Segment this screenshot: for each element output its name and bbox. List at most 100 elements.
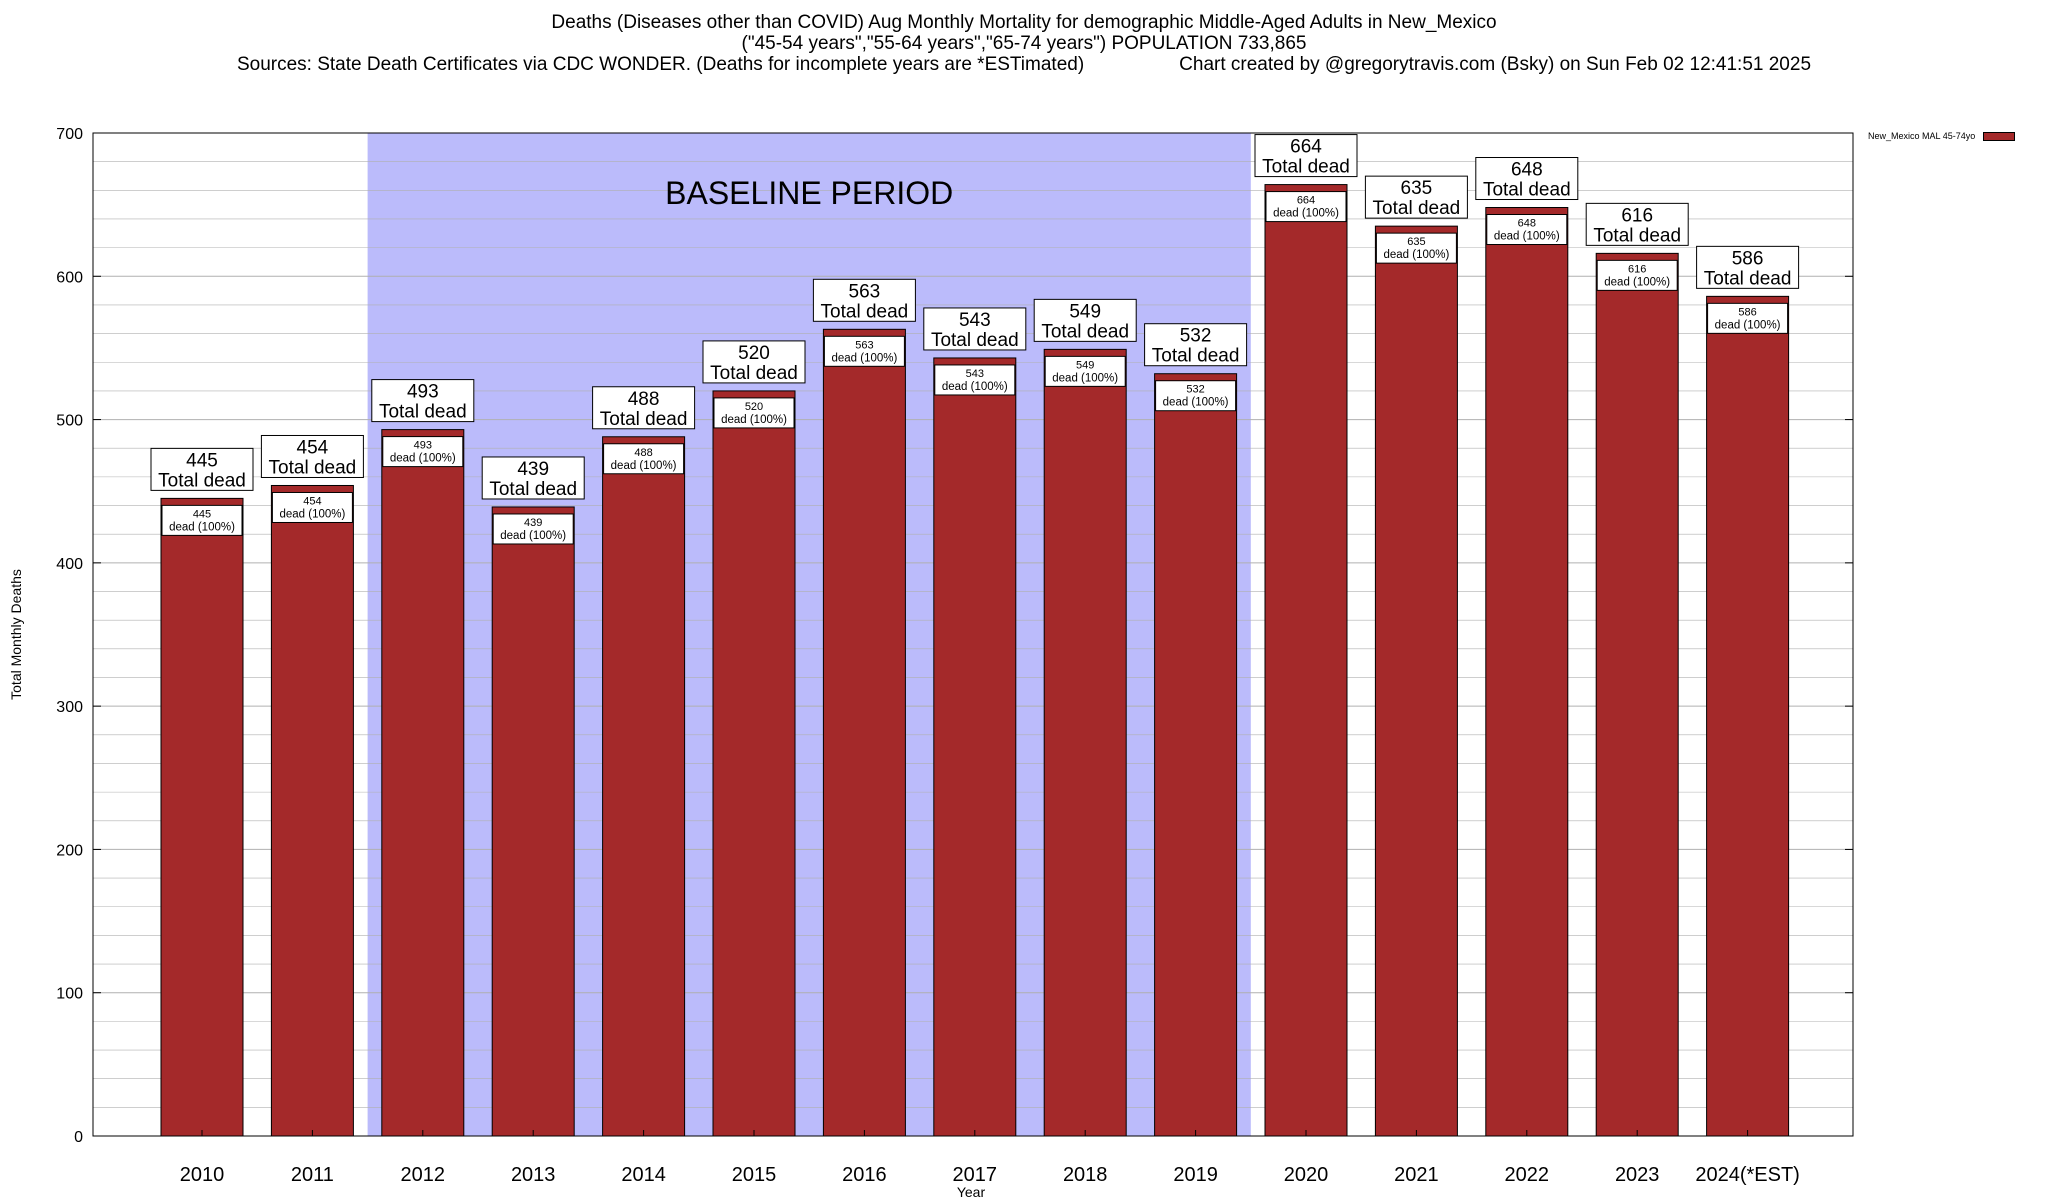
- inner-value-label: 586: [1738, 306, 1756, 318]
- top-total-label: Total dead: [1704, 268, 1792, 289]
- baseline-label: BASELINE PERIOD: [665, 175, 953, 211]
- inner-label-box: [1375, 232, 1457, 264]
- top-total-label: Total dead: [1041, 321, 1129, 342]
- inner-value-label: 563: [855, 339, 873, 351]
- source-line: Sources: State Death Certificates via CD…: [0, 54, 2048, 75]
- x-tick-label: 2012: [401, 1164, 446, 1186]
- bar-2017: [933, 357, 1017, 1137]
- legend: New_Mexico MAL 45-74yo: [1868, 131, 2016, 141]
- y-tick-label: 400: [56, 556, 83, 573]
- top-total-label: Total dead: [821, 301, 909, 322]
- x-tick-label: 2014: [621, 1164, 666, 1186]
- top-label-box: [481, 456, 585, 500]
- inner-label-box: [492, 513, 574, 545]
- bar-2010: [160, 497, 244, 1137]
- inner-label-box: [934, 364, 1016, 396]
- chart-title: Deaths (Diseases other than COVID) Aug M…: [0, 12, 2048, 75]
- top-total-label: Total dead: [1373, 198, 1461, 219]
- top-total-label: Total dead: [1593, 225, 1681, 246]
- bar-2019: [1154, 373, 1238, 1137]
- x-tick-label: 2010: [180, 1164, 225, 1186]
- legend-label: New_Mexico MAL 45-74yo: [1868, 131, 1976, 141]
- y-axis-title: Total Monthly Deaths: [8, 569, 24, 700]
- top-label-box: [812, 278, 916, 322]
- top-label-box: [1364, 175, 1468, 219]
- top-total-label: Total dead: [1152, 346, 1240, 367]
- top-value-label: 520: [738, 343, 770, 364]
- bar-2014: [602, 436, 686, 1137]
- y-tick-label: 0: [74, 1129, 83, 1146]
- x-tick-label: 2021: [1394, 1164, 1439, 1186]
- y-tick-label: 100: [56, 986, 83, 1003]
- top-total-label: Total dead: [489, 479, 577, 500]
- inner-pct-label: dead (100%): [279, 508, 345, 520]
- top-label-box: [592, 386, 696, 430]
- x-axis-title: Year: [957, 1184, 986, 1200]
- inner-value-label: 635: [1407, 236, 1425, 248]
- x-tick-label: 2020: [1284, 1164, 1329, 1186]
- top-value-label: 445: [186, 450, 218, 471]
- inner-label-box: [823, 335, 905, 367]
- inner-value-label: 493: [414, 440, 432, 452]
- title-line-2: ("45-54 years","55-64 years","65-74 year…: [741, 33, 1307, 54]
- inner-pct-label: dead (100%): [390, 453, 456, 465]
- top-value-label: 586: [1732, 248, 1764, 269]
- inner-label-box: [161, 504, 243, 536]
- inner-pct-label: dead (100%): [1494, 231, 1560, 243]
- top-total-label: Total dead: [1483, 180, 1571, 201]
- bar-2021: [1374, 225, 1458, 1137]
- inner-value-label: 664: [1297, 195, 1315, 207]
- top-total-label: Total dead: [931, 330, 1019, 351]
- inner-pct-label: dead (100%): [169, 521, 235, 533]
- inner-value-label: 488: [634, 447, 652, 459]
- inner-value-label: 445: [193, 508, 211, 520]
- top-total-label: Total dead: [600, 409, 688, 430]
- inner-pct-label: dead (100%): [1163, 397, 1229, 409]
- x-tick-label: 2011: [291, 1164, 334, 1186]
- inner-value-label: 543: [966, 368, 984, 380]
- title-line-1: Deaths (Diseases other than COVID) Aug M…: [551, 12, 1497, 33]
- bar-2012: [381, 429, 465, 1137]
- inner-label-box: [1044, 355, 1126, 387]
- inner-label-box: [1596, 259, 1678, 291]
- inner-value-label: 532: [1186, 384, 1204, 396]
- top-value-label: 563: [849, 281, 881, 302]
- top-total-label: Total dead: [158, 470, 246, 491]
- top-value-label: 549: [1069, 301, 1101, 322]
- top-value-label: 532: [1180, 326, 1212, 347]
- top-value-label: 454: [297, 437, 329, 458]
- inner-value-label: 549: [1076, 359, 1094, 371]
- inner-label-box: [1155, 380, 1237, 412]
- top-value-label: 616: [1621, 205, 1653, 226]
- top-total-label: Total dead: [379, 402, 467, 423]
- top-label-box: [1254, 134, 1358, 178]
- bar-2023: [1595, 252, 1679, 1137]
- top-total-label: Total dead: [1262, 157, 1350, 178]
- inner-value-label: 648: [1518, 218, 1536, 230]
- bar-2022: [1485, 207, 1569, 1137]
- inner-pct-label: dead (100%): [721, 414, 787, 426]
- inner-pct-label: dead (100%): [831, 352, 897, 364]
- bar-2011: [270, 484, 354, 1137]
- top-value-label: 543: [959, 310, 991, 331]
- top-label-box: [702, 340, 806, 384]
- bar-2024(*EST): [1706, 295, 1790, 1137]
- inner-label-box: [1707, 302, 1789, 334]
- top-label-box: [923, 307, 1027, 351]
- y-tick-label: 200: [56, 842, 83, 859]
- inner-pct-label: dead (100%): [942, 381, 1008, 393]
- x-tick-label: 2019: [1173, 1164, 1218, 1186]
- bar-2013: [491, 506, 575, 1137]
- legend-swatch: [1983, 131, 2016, 141]
- x-tick-label: 2013: [511, 1164, 556, 1186]
- inner-pct-label: dead (100%): [1715, 319, 1781, 331]
- inner-pct-label: dead (100%): [500, 530, 566, 542]
- bar-2016: [822, 328, 906, 1137]
- x-tick-label: 2015: [732, 1164, 777, 1186]
- top-value-label: 635: [1401, 178, 1433, 199]
- x-tick-label: 2016: [842, 1164, 887, 1186]
- top-value-label: 493: [407, 382, 439, 403]
- top-value-label: 439: [517, 459, 549, 480]
- x-tick-label: 2024(*EST): [1695, 1164, 1800, 1186]
